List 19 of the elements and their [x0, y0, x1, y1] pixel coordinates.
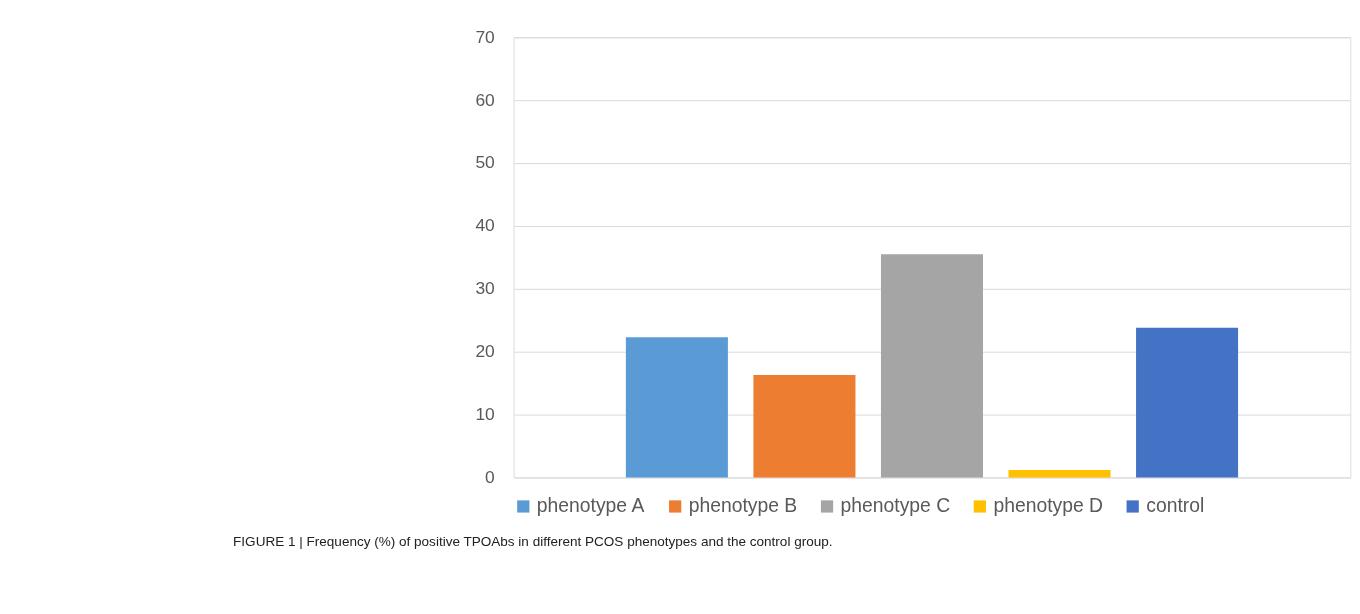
bar	[753, 374, 856, 478]
legend-label: phenotype D	[993, 494, 1104, 517]
y-tick-label: 0	[485, 466, 495, 487]
legend-label: phenotype B	[688, 494, 798, 517]
bar	[625, 337, 728, 478]
legend-label: phenotype A	[536, 494, 645, 517]
y-tick-label: 40	[475, 215, 495, 236]
bar	[1008, 469, 1111, 478]
y-tick-label: 30	[475, 278, 495, 299]
y-tick-label: 60	[475, 89, 495, 110]
legend-label: control	[1146, 494, 1205, 517]
bar	[1136, 327, 1239, 478]
bar	[880, 254, 983, 478]
y-tick-label: 20	[475, 341, 495, 362]
y-tick-label: 50	[475, 152, 495, 173]
legend-label: phenotype C	[840, 494, 951, 517]
y-tick-label: 10	[475, 403, 495, 424]
y-tick-label: 70	[475, 26, 495, 47]
caption: FIGURE 1 | Frequency (%) of positive TPOAbs in different PCOS phenotypes and the control group.	[233, 534, 833, 550]
